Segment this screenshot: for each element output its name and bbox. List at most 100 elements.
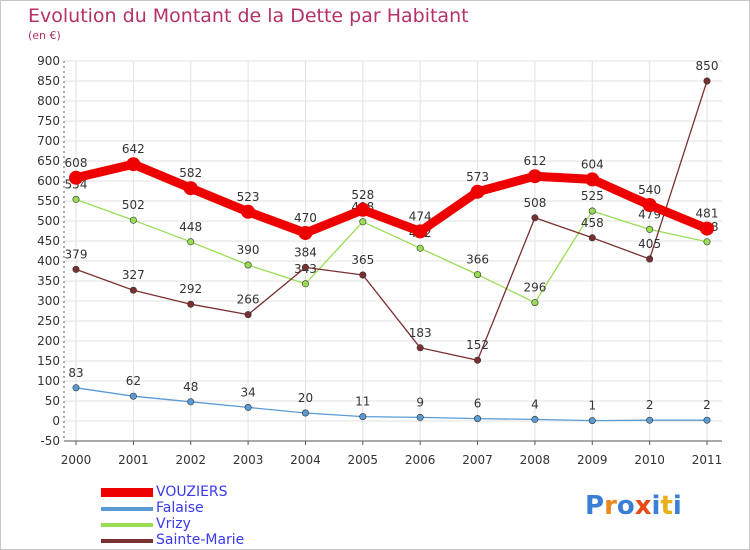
data-label-vouziers: 612 bbox=[523, 154, 546, 168]
data-point-vrizy bbox=[129, 216, 137, 224]
y-tick-label: 50 bbox=[45, 394, 60, 408]
data-label-sainte-marie: 384 bbox=[294, 245, 317, 259]
data-point-vouziers bbox=[642, 198, 657, 212]
data-point-vrizy bbox=[531, 299, 539, 307]
data-point-falaise bbox=[187, 398, 195, 406]
y-tick-label: 900 bbox=[37, 54, 60, 68]
data-point-vouziers bbox=[69, 170, 83, 185]
data-point-vouziers bbox=[126, 157, 141, 172]
x-tick-label: 2001 bbox=[118, 453, 149, 467]
data-label-sainte-marie: 266 bbox=[237, 293, 260, 307]
data-point-vouziers bbox=[298, 226, 313, 240]
y-tick-label: 0 bbox=[52, 414, 60, 428]
data-label-sainte-marie: 327 bbox=[122, 268, 145, 282]
y-tick-label: 300 bbox=[37, 294, 60, 308]
legend-label: Falaise bbox=[156, 500, 204, 516]
y-tick-label: 700 bbox=[37, 134, 60, 148]
data-label-falaise: 48 bbox=[183, 380, 198, 394]
data-label-sainte-marie: 850 bbox=[696, 59, 719, 73]
legend-item-vouziers: VOUZIERS bbox=[101, 484, 321, 501]
x-tick-label: 2005 bbox=[348, 453, 379, 467]
data-label-sainte-marie: 458 bbox=[581, 216, 604, 230]
data-point-sainte-marie bbox=[646, 255, 654, 263]
data-point-vouziers bbox=[413, 224, 428, 239]
y-tick-label: 550 bbox=[37, 194, 60, 208]
logo-letter: x bbox=[634, 491, 652, 521]
logo-letter: i bbox=[672, 491, 682, 521]
data-label-vrizy: 448 bbox=[179, 220, 202, 234]
data-point-falaise bbox=[129, 392, 137, 400]
data-point-falaise bbox=[531, 415, 539, 423]
data-label-vrizy: 296 bbox=[523, 281, 546, 295]
data-label-vrizy: 502 bbox=[122, 198, 145, 212]
data-label-vouziers: 608 bbox=[65, 156, 88, 170]
legend-label: Sainte-Marie bbox=[156, 532, 245, 548]
legend-swatch bbox=[101, 507, 153, 511]
data-label-falaise: 83 bbox=[68, 366, 83, 380]
data-label-vouziers: 481 bbox=[696, 207, 719, 221]
legend-label: VOUZIERS bbox=[156, 484, 228, 500]
data-label-sainte-marie: 405 bbox=[638, 237, 661, 251]
data-point-sainte-marie bbox=[244, 311, 252, 319]
x-tick-label: 2010 bbox=[634, 453, 665, 467]
data-label-vrizy: 390 bbox=[237, 243, 260, 257]
data-label-falaise: 2 bbox=[703, 398, 711, 412]
y-tick-label: 750 bbox=[37, 114, 60, 128]
legend-swatch bbox=[101, 523, 153, 527]
x-tick-label: 2003 bbox=[233, 453, 264, 467]
y-tick-label: 600 bbox=[37, 174, 60, 188]
data-label-falaise: 34 bbox=[240, 385, 255, 399]
data-point-vrizy bbox=[474, 271, 482, 279]
logo-letter: o bbox=[616, 491, 635, 521]
y-tick-label: 450 bbox=[37, 234, 60, 248]
data-point-sainte-marie bbox=[72, 265, 80, 273]
y-tick-label: 850 bbox=[37, 74, 60, 88]
legend: VOUZIERS Falaise Vrizy Sainte-Marie bbox=[101, 484, 321, 549]
legend-swatch bbox=[101, 539, 153, 543]
data-label-vouziers: 540 bbox=[638, 183, 661, 197]
data-label-falaise: 62 bbox=[126, 374, 141, 388]
data-point-sainte-marie bbox=[703, 77, 711, 85]
logo-letter: i bbox=[651, 491, 661, 521]
data-point-vrizy bbox=[244, 261, 252, 269]
data-point-sainte-marie bbox=[531, 214, 539, 222]
data-point-sainte-marie bbox=[416, 344, 424, 352]
data-point-vouziers bbox=[241, 204, 256, 219]
data-point-sainte-marie bbox=[474, 356, 482, 364]
y-tick-label: 100 bbox=[37, 374, 60, 388]
legend-item-falaise: Falaise bbox=[101, 500, 321, 517]
data-label-falaise: 6 bbox=[474, 397, 482, 411]
data-point-falaise bbox=[646, 416, 654, 424]
data-point-vouziers bbox=[700, 221, 714, 236]
data-point-vrizy bbox=[416, 244, 424, 252]
chart-subtitle: (en €) bbox=[28, 29, 61, 42]
x-tick-label: 2000 bbox=[61, 453, 92, 467]
x-tick-label: 2008 bbox=[520, 453, 551, 467]
data-point-vouziers bbox=[470, 184, 485, 199]
data-point-vrizy bbox=[703, 238, 711, 246]
data-point-vrizy bbox=[187, 238, 195, 246]
data-point-sainte-marie bbox=[359, 271, 367, 279]
logo-letter: t bbox=[660, 491, 673, 521]
y-tick-label: 500 bbox=[37, 214, 60, 228]
x-tick-label: 2011 bbox=[692, 453, 723, 467]
data-label-vouziers: 523 bbox=[237, 190, 260, 204]
proxiti-logo: Proxiti bbox=[585, 491, 682, 521]
data-label-vrizy: 366 bbox=[466, 253, 489, 267]
data-label-vouziers: 582 bbox=[179, 166, 202, 180]
data-label-vouziers: 604 bbox=[581, 157, 604, 171]
data-point-vrizy bbox=[646, 225, 654, 233]
data-point-falaise bbox=[588, 417, 596, 425]
data-point-vouziers bbox=[585, 172, 600, 187]
data-point-sainte-marie bbox=[129, 286, 137, 294]
y-tick-label: 400 bbox=[37, 254, 60, 268]
y-tick-label: 200 bbox=[37, 334, 60, 348]
data-point-vouziers bbox=[527, 169, 542, 184]
data-label-sainte-marie: 152 bbox=[466, 338, 489, 352]
data-point-vrizy bbox=[301, 280, 309, 288]
data-label-falaise: 11 bbox=[355, 395, 370, 409]
data-point-vouziers bbox=[355, 202, 370, 217]
data-label-vouziers: 573 bbox=[466, 170, 489, 184]
x-tick-label: 2004 bbox=[290, 453, 321, 467]
